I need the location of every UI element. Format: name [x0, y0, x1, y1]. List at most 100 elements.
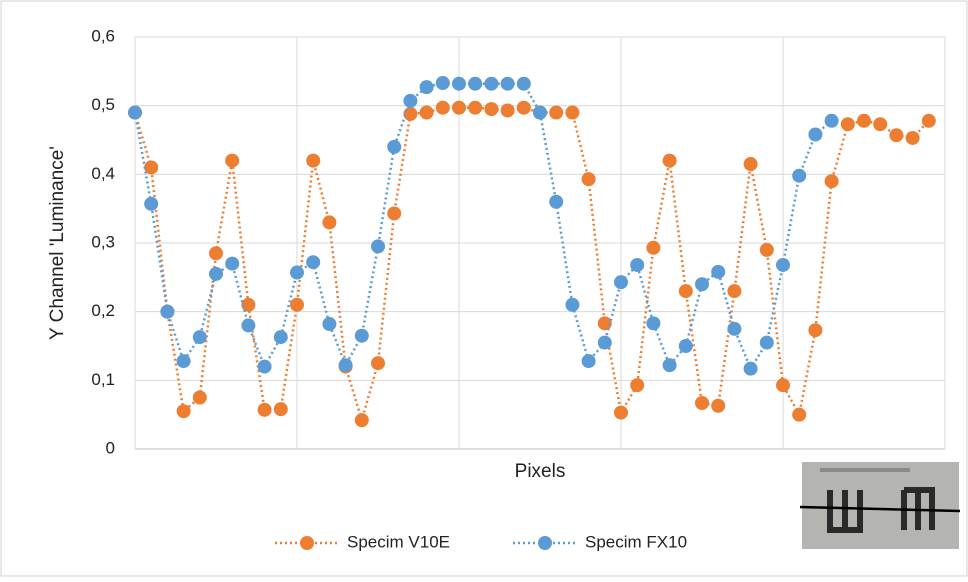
data-point: [678, 284, 693, 299]
data-point: [662, 153, 677, 168]
data-point: [484, 102, 499, 117]
data-point: [290, 297, 304, 312]
data-point: [176, 354, 191, 369]
data-point: [306, 153, 321, 168]
data-point: [678, 339, 693, 353]
data-point: [435, 76, 450, 91]
data-point: [338, 358, 353, 373]
data-point: [241, 318, 256, 333]
data-point: [776, 257, 790, 272]
data-point: [824, 174, 839, 189]
data-point: [792, 168, 807, 183]
data-point: [759, 335, 774, 350]
data-point: [857, 113, 871, 128]
data-point: [484, 76, 499, 91]
data-point: [581, 354, 596, 369]
data-point: [565, 297, 580, 312]
data-point: [743, 157, 758, 172]
data-point: [500, 103, 515, 118]
legend-label: Specim V10E: [347, 532, 450, 551]
data-point: [646, 316, 661, 331]
data-point: [209, 246, 223, 261]
data-point: [597, 335, 612, 350]
data-point: [209, 266, 223, 281]
data-point: [646, 240, 661, 255]
data-point: [695, 395, 709, 410]
x-axis-label: Pixels: [515, 461, 566, 482]
data-point: [192, 390, 207, 405]
data-point: [500, 76, 515, 91]
data-point: [419, 80, 434, 95]
data-point: [533, 105, 547, 120]
data-point: [468, 100, 483, 115]
data-point: [257, 359, 272, 374]
data-point: [403, 106, 418, 121]
data-point: [452, 76, 466, 91]
data-point: [468, 76, 483, 91]
data-point: [290, 265, 304, 280]
data-point: [662, 358, 677, 373]
data-point: [225, 153, 240, 168]
data-point: [549, 105, 564, 120]
data-point: [808, 127, 823, 142]
data-point: [889, 128, 904, 143]
y-tick-label: 0,2: [91, 301, 115, 320]
data-point: [419, 105, 434, 120]
data-point: [614, 275, 628, 290]
series-line: [133, 81, 833, 372]
data-point: [176, 404, 191, 419]
y-tick-label: 0,6: [91, 26, 115, 45]
data-point: [144, 160, 159, 175]
y-tick-label: 0,1: [91, 370, 115, 389]
data-point: [759, 242, 774, 257]
data-point: [905, 130, 920, 145]
y-tick-label: 0,5: [91, 95, 115, 114]
data-point: [387, 206, 402, 221]
data-point: [387, 139, 402, 154]
data-point: [435, 100, 450, 115]
data-point: [371, 356, 385, 371]
data-point: [873, 117, 888, 132]
data-point: [614, 405, 628, 420]
data-point: [306, 255, 321, 270]
data-point: [128, 105, 142, 120]
data-point: [452, 100, 466, 115]
data-point: [824, 113, 839, 128]
data-point: [792, 407, 807, 422]
data-point: [743, 361, 758, 376]
data-point: [565, 105, 580, 120]
data-point: [273, 330, 288, 345]
data-point: [840, 117, 855, 132]
data-point: [160, 304, 175, 319]
y-tick-label: 0,4: [91, 164, 115, 183]
data-point: [241, 297, 256, 312]
y-tick-label: 0,3: [91, 232, 115, 251]
data-point: [257, 402, 272, 417]
data-point: [225, 256, 240, 271]
data-point: [192, 330, 207, 345]
data-point: [354, 328, 369, 343]
data-point: [711, 264, 726, 279]
data-point: [597, 316, 612, 331]
data-point: [516, 76, 531, 91]
inset-photo: [799, 462, 961, 549]
data-point: [695, 277, 709, 292]
data-point: [630, 378, 645, 393]
data-point: [776, 378, 790, 393]
data-point: [727, 284, 742, 299]
y-axis-label: Y Channel 'Luminance': [47, 146, 68, 340]
data-point: [354, 413, 369, 428]
data-point: [403, 93, 418, 108]
legend-marker: [300, 536, 314, 550]
legend-label: Specim FX10: [585, 532, 687, 551]
data-point: [921, 113, 936, 128]
data-point: [322, 317, 337, 332]
data-point: [711, 398, 726, 413]
data-point: [808, 323, 823, 338]
data-point: [549, 194, 564, 209]
data-point: [144, 196, 159, 211]
legend-marker: [538, 536, 552, 550]
data-point: [630, 257, 645, 272]
